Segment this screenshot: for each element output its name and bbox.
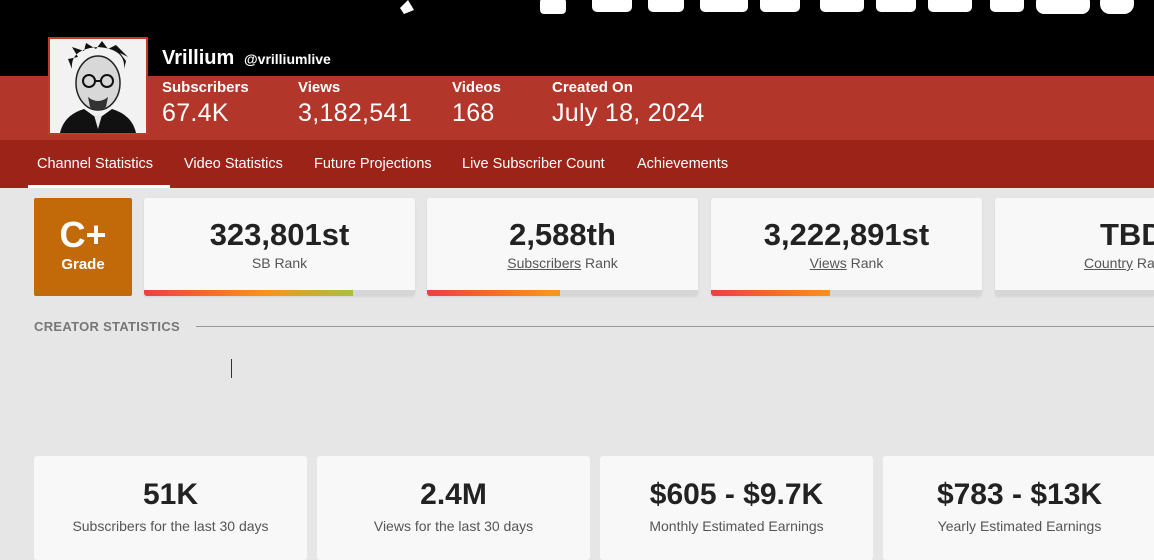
stat-card-label: Subscribers for the last 30 days — [72, 518, 269, 534]
rank-progress-fill — [144, 290, 353, 296]
rank-value: 323,801st — [209, 217, 350, 252]
rank-label-text: Rank — [581, 255, 618, 271]
stat-card-monthly-earnings: $605 - $9.7K Monthly Estimated Earnings — [600, 456, 873, 560]
tab-live-subscriber-count[interactable]: Live Subscriber Count — [462, 156, 605, 172]
rank-label: Views Rank — [711, 255, 982, 271]
channel-info-bar — [0, 76, 1154, 140]
rank-progress-track — [711, 290, 982, 296]
stat-card-subscribers-30d: 51K Subscribers for the last 30 days — [34, 456, 307, 560]
stat-subscribers: Subscribers 67.4K — [162, 79, 249, 128]
section-divider — [196, 326, 1154, 327]
rank-progress-track — [995, 290, 1154, 296]
stat-value: 168 — [452, 99, 495, 127]
grade-label: Grade — [61, 256, 105, 273]
stat-label: Subscribers — [162, 79, 249, 96]
rank-card-subscribers: 2,588th Subscribers Rank — [427, 198, 698, 296]
rank-label-link[interactable]: Views — [809, 255, 847, 271]
grade-value: C+ — [59, 214, 107, 255]
stat-card-value: $783 - $13K — [936, 478, 1103, 511]
tab-channel-statistics[interactable]: Channel Statistics — [28, 140, 170, 188]
stat-value: 3,182,541 — [298, 99, 412, 127]
avatar-portrait-image — [50, 39, 146, 133]
stat-card-yearly-earnings: $783 - $13K Yearly Estimated Earnings — [883, 456, 1154, 560]
stat-label: Videos — [452, 79, 501, 96]
rank-progress-fill — [427, 290, 560, 296]
rank-label: Subscribers Rank — [427, 255, 698, 271]
stat-card-value: 2.4M — [420, 478, 487, 511]
rank-label-link[interactable]: Country — [1084, 255, 1134, 271]
tab-achievements[interactable]: Achievements — [637, 156, 729, 172]
stat-card-label: Monthly Estimated Earnings — [649, 518, 824, 534]
banner-artwork — [400, 0, 1134, 14]
grade-badge: C+ Grade — [34, 198, 132, 296]
rank-card-sb: 323,801st SB Rank — [144, 198, 415, 296]
stat-card-value: 51K — [142, 478, 199, 511]
rank-value: 3,222,891st — [763, 217, 930, 252]
rank-label-text: SB Rank — [251, 255, 308, 271]
channel-handle: @vrilliumlive — [244, 51, 331, 67]
channel-avatar[interactable] — [48, 37, 148, 135]
stat-value: July 18, 2024 — [552, 99, 705, 127]
rank-card-views: 3,222,891st Views Rank — [711, 198, 982, 296]
stat-card-value: $605 - $9.7K — [649, 478, 824, 511]
stat-label: Views — [298, 79, 341, 96]
stat-label: Created On — [552, 79, 633, 96]
rank-progress-track — [427, 290, 698, 296]
channel-name: Vrillium — [162, 47, 235, 69]
rank-label-text: Rank — [846, 255, 884, 271]
rank-card-country: TBD Country Rank — [995, 198, 1154, 296]
section-title: CREATOR STATISTICS — [34, 319, 180, 334]
rank-label-link[interactable]: Subscribers — [507, 255, 582, 271]
text-cursor — [231, 359, 232, 378]
stat-card-label: Views for the last 30 days — [373, 518, 534, 534]
rank-label: Country Rank — [995, 255, 1154, 271]
stat-card-views-30d: 2.4M Views for the last 30 days — [317, 456, 590, 560]
rank-progress-track — [144, 290, 415, 296]
rank-value: 2,588th — [509, 217, 616, 252]
rank-value: TBD — [1100, 217, 1154, 252]
tab-future-projections[interactable]: Future Projections — [314, 156, 432, 172]
rank-progress-fill — [711, 290, 831, 296]
rank-label-text: Rank — [1136, 255, 1154, 271]
stat-card-label: Yearly Estimated Earnings — [937, 518, 1102, 534]
stat-videos: Videos 168 — [452, 79, 501, 128]
rank-label: SB Rank — [144, 255, 415, 271]
stat-views: Views 3,182,541 — [298, 79, 412, 128]
tab-video-statistics[interactable]: Video Statistics — [184, 156, 283, 172]
channel-banner — [0, 0, 1154, 76]
tab-bar — [0, 140, 1154, 188]
stat-created-on: Created On July 18, 2024 — [552, 79, 705, 128]
stat-value: 67.4K — [162, 99, 229, 127]
